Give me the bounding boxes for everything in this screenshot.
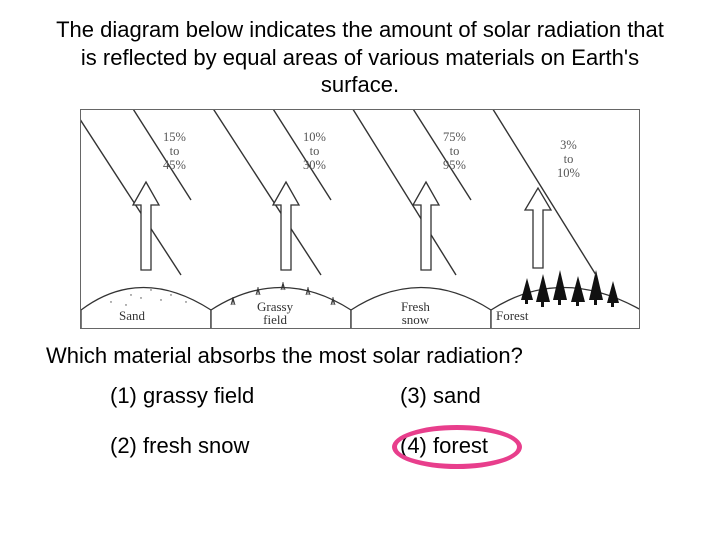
option-4[interactable]: (4) forest [400, 433, 650, 459]
options-grid: (1) grassy field (3) sand (2) fresh snow… [110, 383, 650, 459]
label-grassy: Grassyfield [257, 300, 293, 326]
option-3[interactable]: (3) sand [400, 383, 650, 409]
option-2[interactable]: (2) fresh snow [110, 433, 360, 459]
intro-text: The diagram below indicates the amount o… [50, 16, 670, 99]
pct-forest: 3% to 10% [557, 138, 580, 181]
pct-grassy: 10% to 30% [303, 130, 326, 173]
pct-sand: 15% to 45% [163, 130, 186, 173]
albedo-diagram: 15% to 45% 10% to 30% 75% to 95% 3% to 1… [80, 109, 640, 329]
label-snow: Freshsnow [401, 300, 430, 326]
option-1[interactable]: (1) grassy field [110, 383, 360, 409]
pct-snow: 75% to 95% [443, 130, 466, 173]
label-forest: Forest [496, 308, 529, 324]
label-sand: Sand [119, 308, 145, 324]
question-text: Which material absorbs the most solar ra… [46, 343, 674, 369]
